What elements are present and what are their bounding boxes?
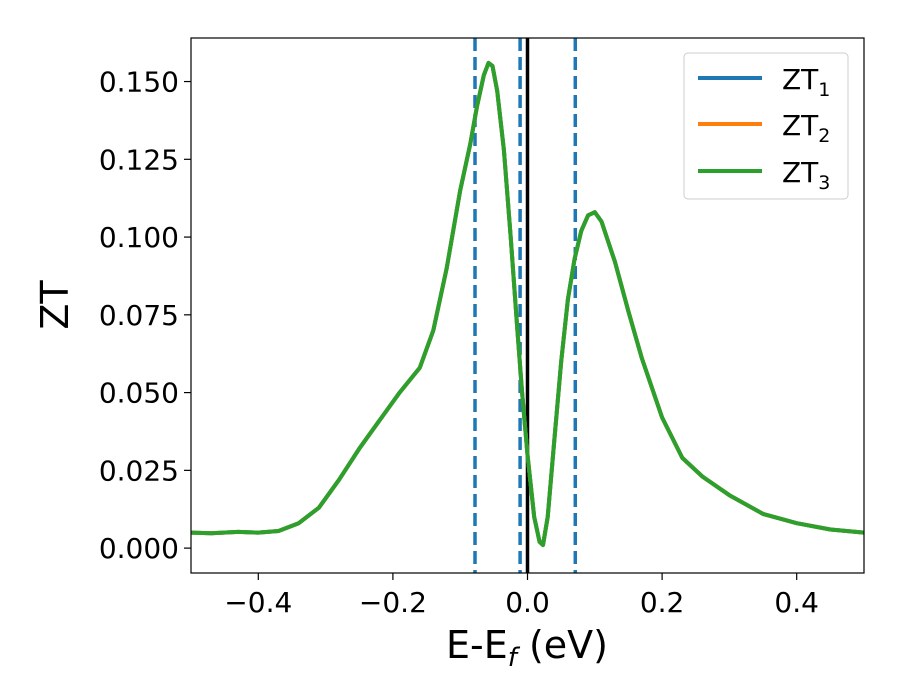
y-axis: 0.000 0.025 0.050 0.075 0.100 0.125 0.150 (99, 66, 191, 565)
series-line-zt3 (191, 60, 864, 547)
legend-label-zt3-subscript: 3 (818, 172, 830, 194)
x-tick-label: 0.4 (774, 586, 819, 619)
x-axis-label-unit: (eV) (517, 623, 608, 667)
y-tick-label: 0.100 (99, 221, 179, 254)
y-tick-label: 0.075 (99, 299, 179, 332)
y-tick-label: 0.000 (99, 532, 179, 565)
legend-label-zt2: ZT2 (782, 109, 830, 147)
legend-label-zt3: ZT3 (782, 156, 830, 194)
x-tick-label: −0.2 (359, 586, 427, 619)
x-tick-label: 0.0 (505, 586, 550, 619)
x-axis-label: E-Ef (eV) (446, 623, 608, 673)
legend-label-zt2-main: ZT (782, 109, 819, 142)
vertical-lines (473, 38, 578, 573)
legend-label-zt1: ZT1 (782, 63, 830, 101)
legend-label-zt3-main: ZT (782, 156, 819, 189)
series-lines (191, 60, 864, 547)
legend-label-zt1-main: ZT (782, 63, 819, 96)
legend-label-zt1-subscript: 1 (818, 79, 830, 101)
x-tick-label: −0.4 (224, 586, 292, 619)
y-tick-label: 0.125 (99, 143, 179, 176)
y-tick-label: 0.025 (99, 454, 179, 487)
y-axis-label: ZT (33, 280, 77, 330)
y-tick-label: 0.050 (99, 377, 179, 410)
legend-label-zt2-subscript: 2 (818, 125, 830, 147)
legend: ZT1 ZT2 ZT3 (683, 52, 849, 200)
x-tick-label: 0.2 (640, 586, 685, 619)
x-axis: −0.4 −0.2 0.0 0.2 0.4 (224, 573, 819, 619)
y-tick-label: 0.150 (99, 66, 179, 99)
x-axis-label-main: E-E (446, 623, 508, 667)
legend-frame (683, 52, 849, 200)
